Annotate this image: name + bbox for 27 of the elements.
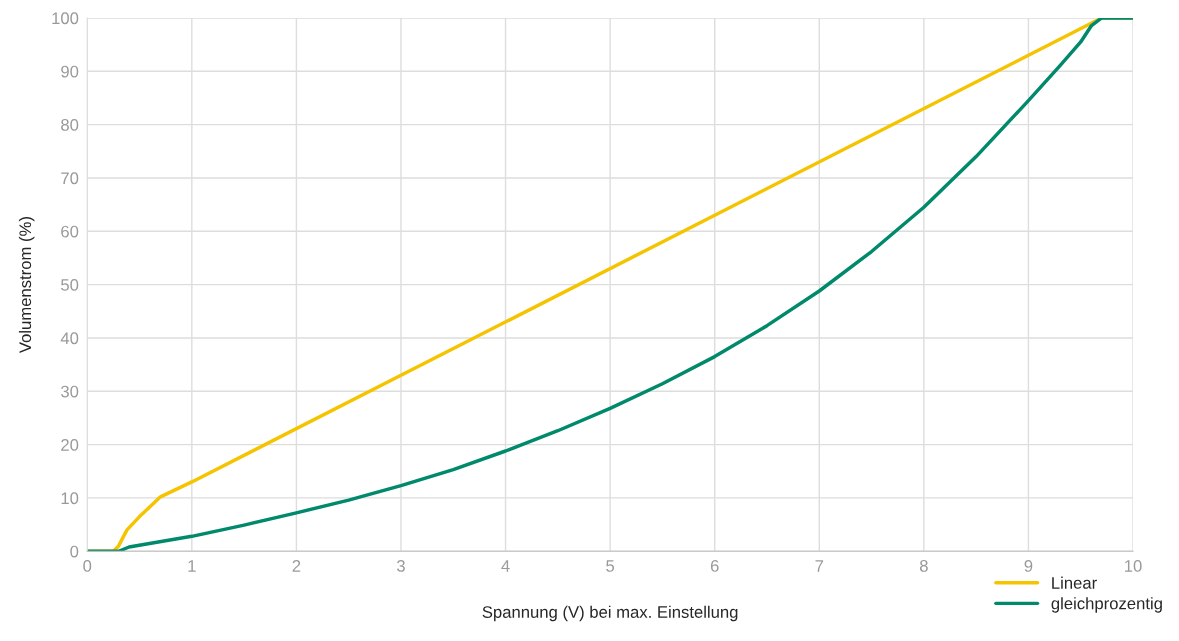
line-series — [87, 17, 1134, 552]
x-tick-label: 6 — [710, 560, 719, 572]
y-tick-label: 60 — [61, 225, 79, 238]
legend-label: gleichprozentig — [1051, 597, 1162, 613]
y-tick-label: 70 — [61, 172, 79, 185]
x-tick-label: 7 — [815, 560, 824, 572]
x-tick-label: 9 — [1024, 560, 1033, 572]
x-tick-label: 8 — [919, 560, 928, 572]
y-axis-title: Volumenstrom (%) — [18, 217, 35, 354]
x-tick-label: 3 — [396, 560, 405, 572]
y-tick-label: 0 — [70, 545, 79, 558]
x-tick-label: 1 — [188, 560, 196, 572]
y-tick-label: 80 — [61, 119, 79, 131]
y-tick-label: 40 — [60, 332, 79, 345]
x-tick-label: 5 — [606, 560, 615, 572]
x-tick-label: 10 — [1125, 560, 1142, 572]
y-tick-label: 10 — [61, 492, 79, 505]
legend-label: Linear — [1052, 576, 1097, 589]
x-tick-label: 0 — [83, 560, 92, 572]
x-axis-title: Spannung (V) bei max. Einstellung — [482, 605, 738, 622]
x-tick-label: 2 — [292, 560, 301, 572]
y-tick-label: 50 — [61, 279, 79, 291]
y-tick-label: 20 — [61, 439, 79, 451]
x-tick-label: 4 — [501, 560, 510, 572]
y-tick-label: 30 — [61, 385, 79, 398]
y-tick-label: 90 — [61, 65, 79, 78]
y-tick-label: 100 — [52, 12, 79, 25]
